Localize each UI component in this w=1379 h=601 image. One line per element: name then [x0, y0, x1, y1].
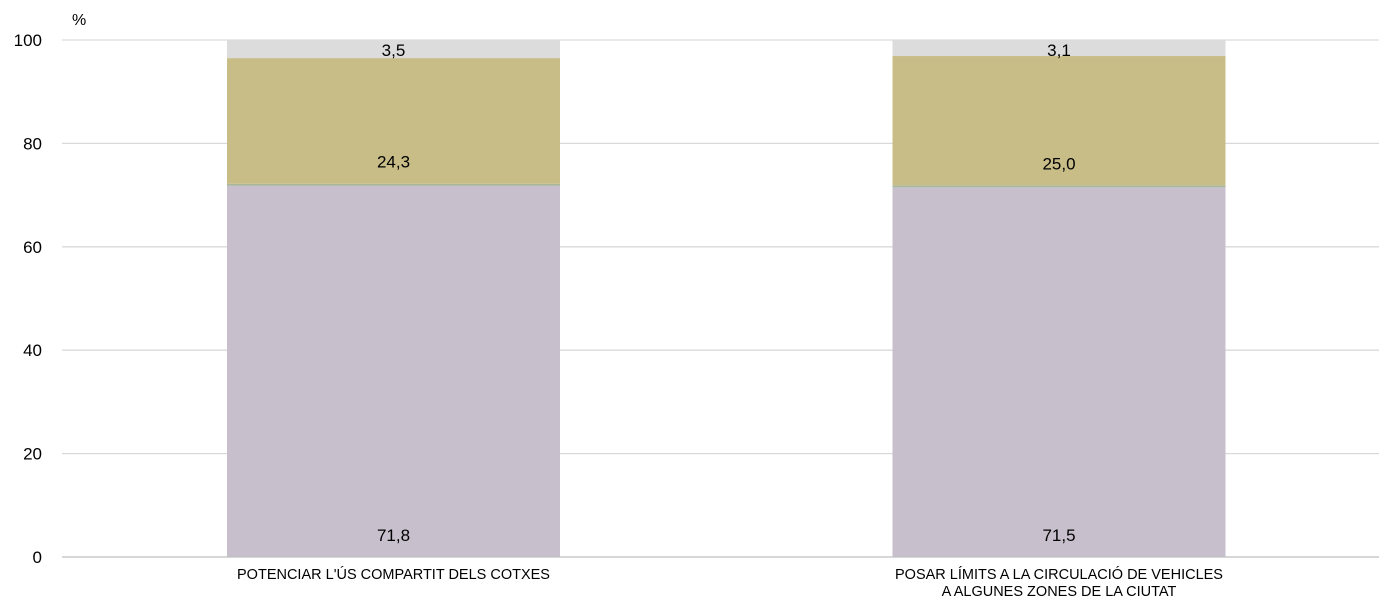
data-label: 3,5	[382, 41, 406, 60]
x-category-label: A ALGUNES ZONES DE LA CIUTAT	[942, 584, 1177, 600]
y-tick-label: 60	[23, 238, 42, 257]
bar-segment	[227, 183, 560, 186]
bar-segment	[892, 185, 1226, 188]
bar-segment	[892, 56, 1226, 186]
data-labels: 71,8 24,3 3,5 71,5 25,0 3,1	[377, 41, 1076, 545]
bar-segment	[892, 40, 1226, 57]
y-tick-label: 100	[14, 31, 42, 50]
bar-segment	[227, 58, 560, 184]
y-tick-label: 80	[23, 134, 42, 153]
bar-segment	[227, 185, 560, 557]
bar-segment	[227, 40, 560, 59]
data-label: 24,3	[377, 153, 410, 172]
data-label: 71,5	[1042, 526, 1075, 545]
y-tick-label: 0	[33, 548, 42, 567]
bars	[227, 40, 1226, 557]
x-category-label: POTENCIAR L'ÚS COMPARTIT DELS COTXES	[237, 566, 550, 583]
y-tick-label: 20	[23, 445, 42, 464]
data-label: 3,1	[1047, 41, 1071, 60]
axes: 0 20 40 60 80 100 POTENCIAR L'ÚS COMPARTIT DEL…	[14, 31, 1379, 600]
y-axis-unit-label: %	[72, 12, 86, 29]
x-category-label: POSAR LÍMITS A LA CIRCULACIÓ DE VEHICLES	[895, 566, 1223, 583]
data-label: 25,0	[1042, 154, 1075, 173]
y-tick-label: 40	[23, 341, 42, 360]
data-label: 71,8	[377, 526, 410, 545]
bar-segment	[892, 187, 1226, 557]
